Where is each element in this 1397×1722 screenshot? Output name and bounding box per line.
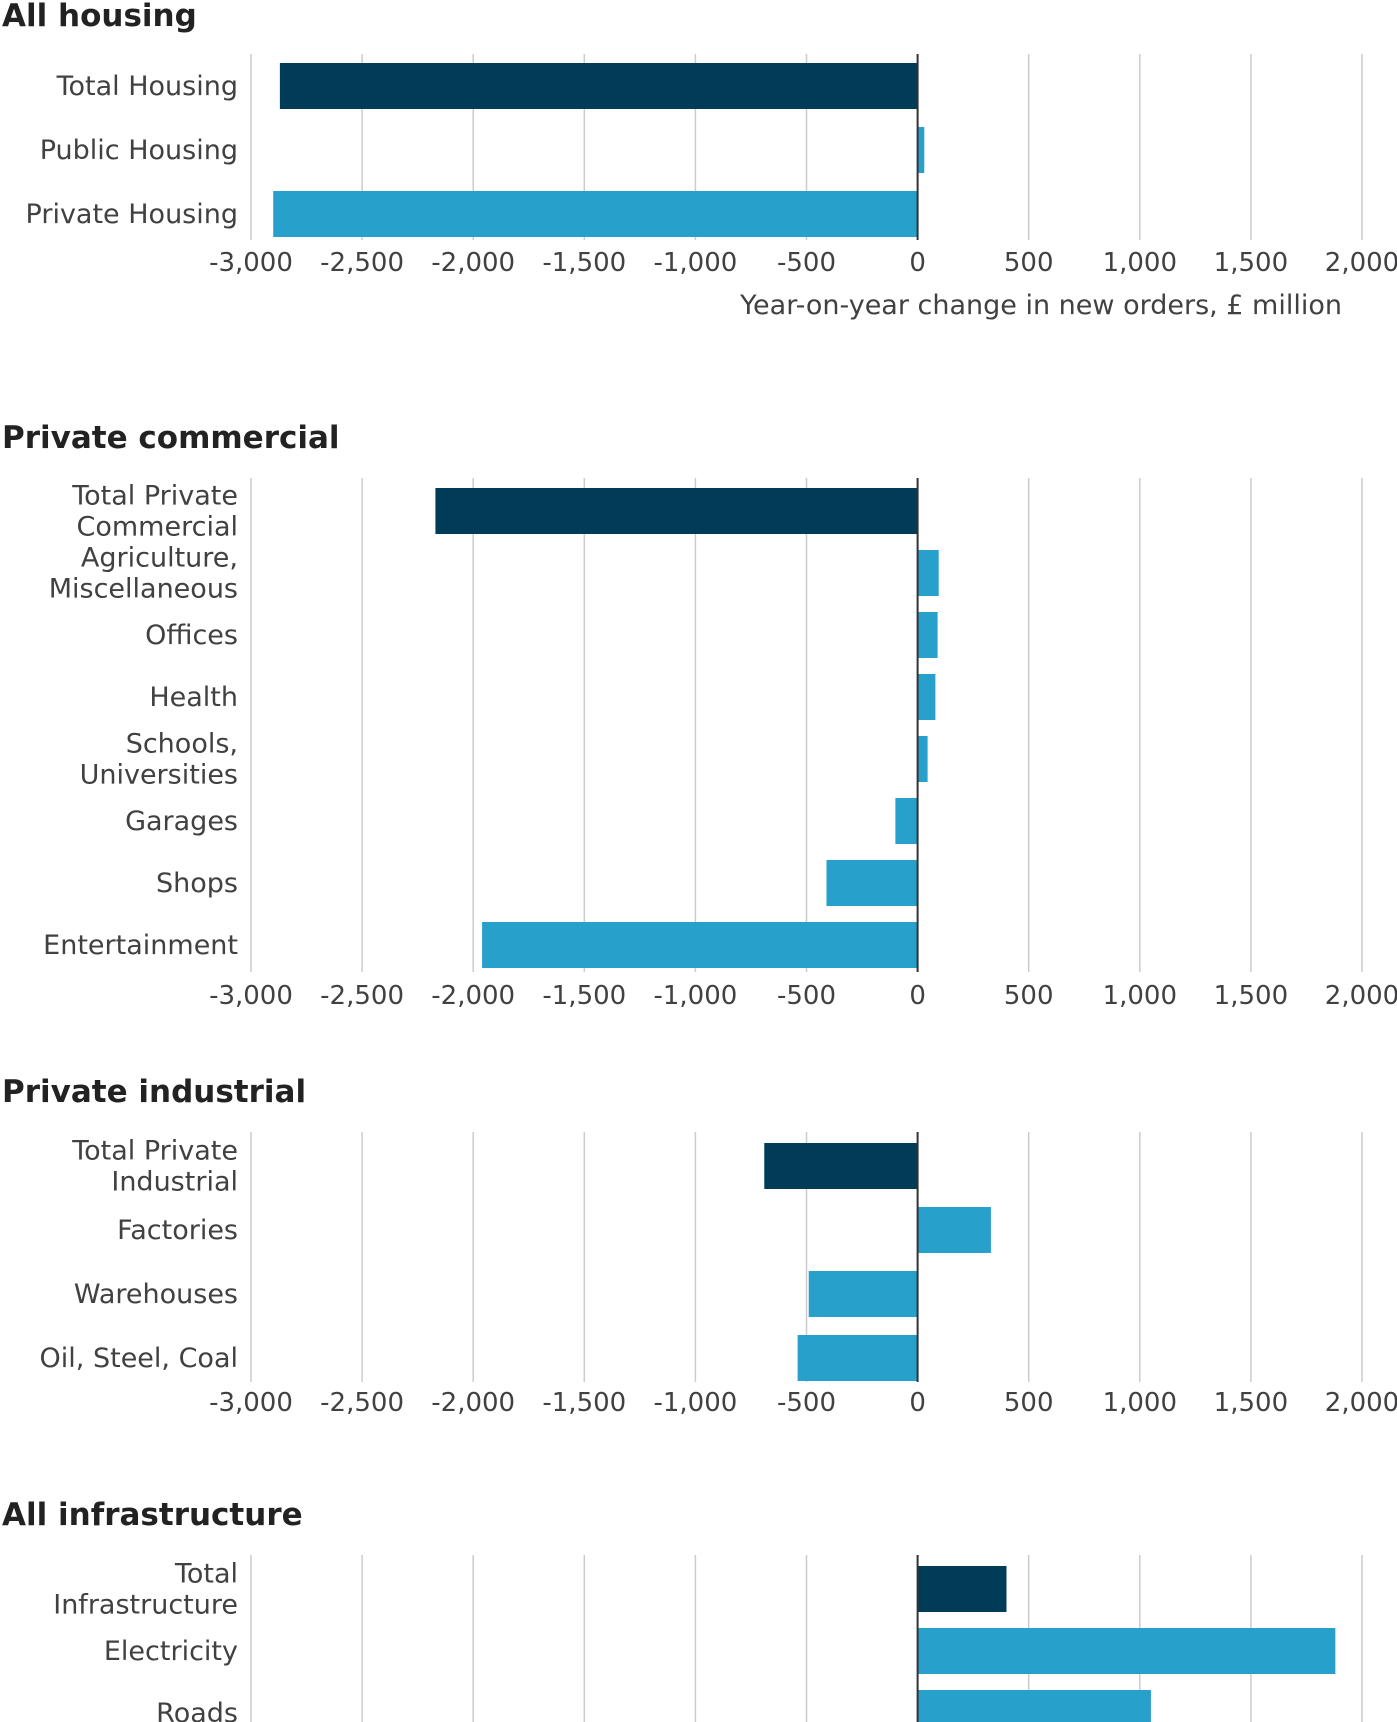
tick-label: 1,000 (1103, 1388, 1177, 1418)
tick-label: -2,500 (320, 248, 404, 278)
category-label: Roads (156, 1698, 238, 1722)
category-label-line: Public Housing (40, 135, 238, 166)
category-label-line: Garages (125, 806, 238, 837)
category-label-line: Roads (156, 1698, 238, 1722)
x-axis-title: Year-on-year change in new orders, £ mil… (739, 290, 1342, 321)
tick-label: -1,000 (653, 248, 737, 278)
bar-4 (917, 736, 928, 782)
category-label-line: Warehouses (74, 1279, 238, 1310)
category-label: Schools, Universities (80, 729, 238, 791)
category-label-line: Total Private (71, 481, 238, 512)
category-label: Agriculture, Miscellaneous (49, 543, 238, 605)
category-label-line: Private Housing (26, 199, 238, 230)
bar-0 (764, 1143, 918, 1189)
bar-7 (482, 922, 918, 968)
bar-3 (917, 674, 936, 720)
category-label-line: Infrastructure (53, 1590, 238, 1621)
tick-label: -1,500 (542, 248, 626, 278)
tick-label: -3,000 (209, 981, 293, 1011)
tick-label: 2,000 (1325, 981, 1397, 1011)
tick-label: 1,500 (1214, 248, 1288, 278)
tick-label: -2,000 (431, 1388, 515, 1418)
category-label-line: Shops (156, 868, 238, 899)
tick-label: 500 (1004, 248, 1054, 278)
bar-2 (917, 612, 938, 658)
tick-label: -500 (777, 248, 836, 278)
tick-label: -3,000 (209, 248, 293, 278)
category-label-line: Factories (117, 1215, 238, 1246)
tick-label: 0 (909, 1388, 926, 1418)
panel-title: All housing (2, 0, 197, 34)
tick-label: -1,000 (653, 981, 737, 1011)
panel-title: Private industrial (2, 1074, 306, 1110)
category-label: Entertainment (43, 930, 238, 961)
category-label: Garages (125, 806, 238, 837)
tick-label: 500 (1004, 1388, 1054, 1418)
tick-label: -1,000 (653, 1388, 737, 1418)
category-label-line: Commercial (77, 512, 239, 543)
bar-1 (917, 550, 939, 596)
bar-6 (826, 860, 918, 906)
bar-3 (797, 1335, 918, 1381)
category-label-line: Total Housing (56, 71, 238, 102)
bar-5 (895, 798, 918, 844)
tick-label: 1,000 (1103, 981, 1177, 1011)
category-label-line: Electricity (104, 1636, 238, 1667)
category-label: Factories (117, 1215, 238, 1246)
tick-label: -2,500 (320, 981, 404, 1011)
category-label-line: Agriculture, (81, 543, 238, 574)
category-label: Private Housing (26, 199, 238, 230)
tick-label: 1,500 (1214, 981, 1288, 1011)
tick-label: -1,500 (542, 1388, 626, 1418)
category-label-line: Health (149, 682, 238, 713)
bar-2 (808, 1271, 918, 1317)
category-label: Total Housing (56, 71, 238, 102)
category-label: Shops (156, 868, 238, 899)
tick-label: -500 (777, 981, 836, 1011)
bar-1 (917, 1207, 991, 1253)
tick-label: -500 (777, 1388, 836, 1418)
bar-1 (917, 127, 925, 173)
category-label: Health (149, 682, 238, 713)
tick-label: 500 (1004, 981, 1054, 1011)
tick-label: 1,000 (1103, 248, 1177, 278)
category-label: Total Private Commercial (71, 481, 238, 543)
bar-2 (917, 1690, 1151, 1722)
category-label-line: Miscellaneous (49, 574, 238, 605)
category-label-line: Offices (145, 620, 238, 651)
bar-2 (273, 191, 918, 237)
tick-label: 1,500 (1214, 1388, 1288, 1418)
tick-label: 2,000 (1325, 248, 1397, 278)
category-label-line: Total Private (71, 1136, 238, 1167)
tick-label: -2,500 (320, 1388, 404, 1418)
bar-0 (279, 63, 918, 109)
category-label-line: Entertainment (43, 930, 238, 961)
category-label: Oil, Steel, Coal (40, 1343, 238, 1374)
bar-0 (435, 488, 918, 534)
category-label: Offices (145, 620, 238, 651)
category-label: Public Housing (40, 135, 238, 166)
tick-label: 2,000 (1325, 1388, 1397, 1418)
tick-label: -3,000 (209, 1388, 293, 1418)
category-label: Total Infrastructure (53, 1559, 238, 1621)
panel-title: All infrastructure (2, 1497, 303, 1533)
category-label-line: Schools, (126, 729, 238, 760)
tick-label: 0 (909, 248, 926, 278)
panel-title: Private commercial (2, 420, 340, 456)
tick-label: -2,000 (431, 981, 515, 1011)
category-label-line: Total (174, 1559, 238, 1590)
bar-0 (917, 1566, 1007, 1612)
category-label-line: Industrial (111, 1167, 238, 1198)
category-label: Warehouses (74, 1279, 238, 1310)
category-label-line: Oil, Steel, Coal (40, 1343, 238, 1374)
category-label: Electricity (104, 1636, 238, 1667)
tick-label: -1,500 (542, 981, 626, 1011)
category-label-line: Universities (80, 760, 238, 791)
tick-label: -2,000 (431, 248, 515, 278)
category-label: Total Private Industrial (71, 1136, 238, 1198)
bar-1 (917, 1628, 1336, 1674)
tick-label: 0 (909, 981, 926, 1011)
